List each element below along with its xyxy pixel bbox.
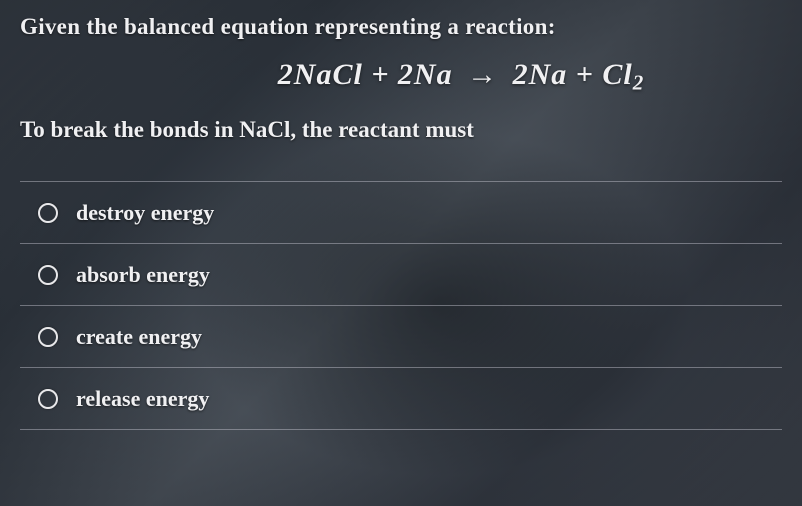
option-label: destroy energy <box>76 200 214 226</box>
option-row[interactable]: release energy <box>20 368 782 430</box>
option-row[interactable]: destroy energy <box>20 182 782 244</box>
quiz-container: Given the balanced equation representing… <box>0 0 802 506</box>
radio-icon[interactable] <box>38 203 58 223</box>
radio-icon[interactable] <box>38 327 58 347</box>
option-label: create energy <box>76 324 202 350</box>
radio-icon[interactable] <box>38 265 58 285</box>
options-list: destroy energy absorb energy create ener… <box>20 181 782 430</box>
option-label: release energy <box>76 386 209 412</box>
question-intro: Given the balanced equation representing… <box>20 14 782 40</box>
question-stem: To break the bonds in NaCl, the reactant… <box>20 117 782 143</box>
option-label: absorb energy <box>76 262 210 288</box>
radio-icon[interactable] <box>38 389 58 409</box>
option-row[interactable]: create energy <box>20 306 782 368</box>
option-row[interactable]: absorb energy <box>20 244 782 306</box>
chemical-equation: 2NaCl + 2Na → 2Na + Cl2 <box>20 58 782 95</box>
